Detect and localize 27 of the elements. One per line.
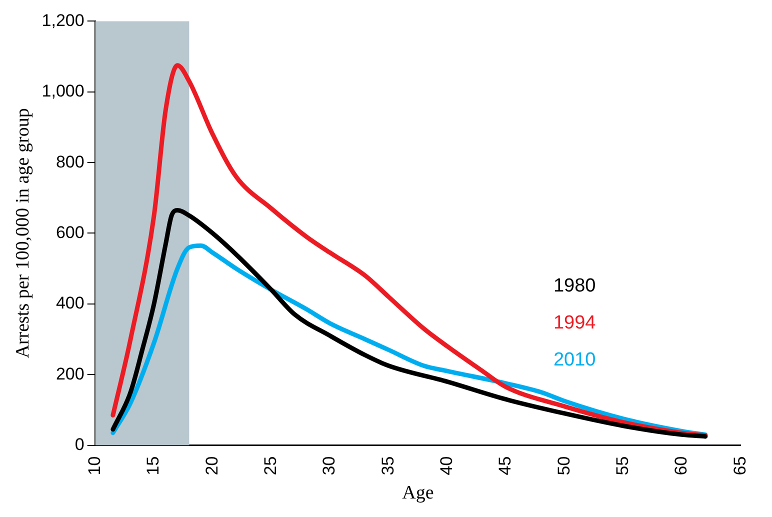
x-tick-label: 25 <box>261 456 280 476</box>
line-series <box>110 243 708 437</box>
x-tick-label: 35 <box>378 456 398 476</box>
x-tick-label: 45 <box>496 456 515 476</box>
line-series <box>110 208 708 439</box>
x-tick-label: 10 <box>85 456 104 476</box>
line-series <box>110 63 708 438</box>
x-tick-label: 60 <box>672 456 691 476</box>
x-axis-title: Age <box>402 482 434 504</box>
text: 1994 <box>553 312 596 334</box>
x-tick-label: 50 <box>554 456 574 476</box>
x-tick-label: 40 <box>436 456 456 476</box>
y-tick-label: 600 <box>56 222 84 242</box>
y-tick-label: 1,200 <box>42 10 84 30</box>
y-tick-label: 800 <box>56 152 84 172</box>
text: 1980 <box>553 275 596 296</box>
x-tick-label: 65 <box>730 456 750 476</box>
x-tick-label: 20 <box>202 456 222 476</box>
series-label: 2010 <box>553 349 596 370</box>
y-tick-label: 400 <box>56 294 84 313</box>
x-tick-label: 15 <box>144 456 163 476</box>
y-axis-title: Arrests per 100,000 in age group <box>12 108 34 358</box>
x-tick-label: 30 <box>320 456 339 476</box>
y-tick-label: 0 <box>74 434 84 454</box>
y-tick-label: 200 <box>56 364 84 384</box>
x-tick-label: 55 <box>612 456 632 476</box>
y-tick-label: 1,000 <box>42 82 84 101</box>
